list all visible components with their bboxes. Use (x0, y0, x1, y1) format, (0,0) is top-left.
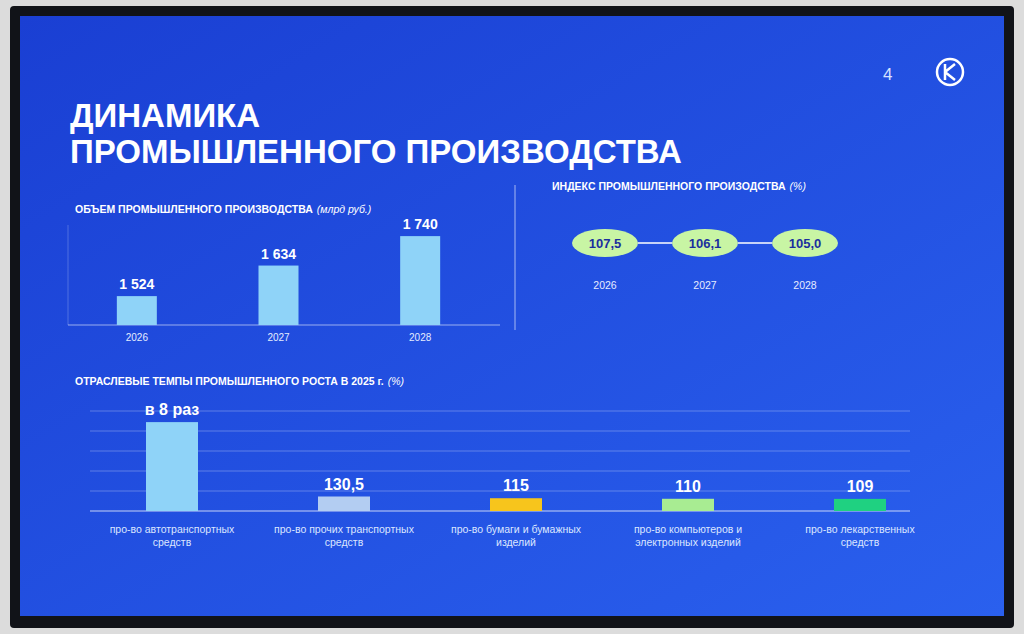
data-label: 105,0 (789, 236, 822, 251)
x-tick-label: 2028 (409, 332, 432, 343)
data-label: 1 524 (119, 276, 154, 292)
data-label: 107,5 (589, 236, 622, 251)
chart-title: ОТРАСЛЕВЫЕ ТЕМПЫ ПРОМЫШЛЕННОГО РОСТА В 2… (75, 375, 404, 387)
bars (117, 236, 440, 325)
data-label: 1 634 (261, 246, 296, 262)
data-label: 1 740 (403, 216, 438, 232)
connector (638, 242, 672, 244)
x-tick-label: про-во компьютеров иэлектронных изделий (634, 523, 742, 548)
x-tick-label-line: про-во прочих транспортных (274, 523, 415, 535)
chart-title: ИНДЕКС ПРОМЫШЛЕННОГО ПРОИЗОДСТВА (%) (552, 180, 806, 192)
x-tick-label-line: 2026 (126, 332, 149, 343)
chart-subtitle: (%) (790, 180, 806, 192)
grid-line (90, 471, 910, 472)
chart-title: ОБЪЕМ ПРОМЫШЛЕННОГО ПРОИЗВОДСТВА (млрд ру… (75, 203, 371, 215)
value-badge (672, 229, 738, 257)
x-tick-label: про-во лекарственныхсредств (805, 523, 915, 548)
logo (937, 59, 963, 85)
chart-title-text: ОТРАСЛЕВЫЕ ТЕМПЫ ПРОМЫШЛЕННОГО РОСТА В 2… (75, 375, 384, 387)
bars (146, 422, 886, 511)
x-tick-label-line: средств (841, 536, 880, 548)
logo-ring (937, 59, 963, 85)
x-tick-label-line: 2028 (409, 332, 432, 343)
slide-title: ПРОМЫШЛЕННОГО ПРОИЗВОДСТВА (70, 133, 682, 170)
grid-line (90, 491, 910, 492)
data-label: в 8 раз (145, 401, 199, 418)
slide-title: ДИНАМИКА (70, 97, 260, 134)
logo-glyph (945, 64, 955, 80)
data-label: 110 (675, 478, 701, 495)
connector (738, 242, 772, 244)
x-tick-label-line: изделий (496, 536, 536, 548)
data-label: 130,5 (324, 476, 364, 493)
x-tick-label: 2028 (793, 279, 817, 291)
data-label: 109 (847, 478, 874, 495)
background (0, 0, 1024, 634)
y-axis-line (68, 225, 69, 325)
chart-title-text: ИНДЕКС ПРОМЫШЛЕННОГО ПРОИЗОДСТВА (552, 180, 786, 192)
slide-photo: 4 ДИНАМИКАПРОМЫШЛЕННОГО ПРОИЗВОДСТВА ОБЪЕМ… (0, 0, 1024, 634)
x-tick-label-line: 2028 (793, 279, 817, 291)
x-tick-label: 2027 (693, 279, 717, 291)
x-tick-label: про-во бумаги и бумажныхизделий (451, 523, 582, 548)
chart-subtitle: (%) (388, 375, 404, 387)
x-tick-label: про-во автотранспортныхсредств (110, 523, 235, 548)
grid-line (90, 431, 910, 432)
x-tick-label-line: средств (325, 536, 364, 548)
screen-bezel (10, 6, 1014, 628)
bar (400, 236, 440, 325)
bar (490, 498, 542, 511)
divider (515, 185, 516, 330)
value-badge (772, 229, 838, 257)
grid-line (90, 451, 910, 452)
data-label: 115 (503, 477, 529, 494)
x-tick-label-line: 2027 (693, 279, 717, 291)
chart-title-text: ОБЪЕМ ПРОМЫШЛЕННОГО ПРОИЗВОДСТВА (75, 203, 313, 215)
bar (662, 499, 714, 511)
chart-subtitle: (млрд руб.) (317, 203, 371, 215)
page-number: 4 (883, 65, 892, 84)
x-tick-label: про-во прочих транспортныхсредств (274, 523, 415, 548)
x-tick-label: 2026 (593, 279, 617, 291)
screen (20, 16, 1004, 616)
x-tick-label-line: про-во лекарственных (805, 523, 915, 535)
x-tick-label-line: 2027 (267, 332, 290, 343)
grid-line (90, 411, 910, 412)
bar (146, 422, 198, 511)
x-tick-label-line: 2026 (593, 279, 617, 291)
x-tick-label-line: средств (153, 536, 192, 548)
x-tick-label-line: про-во компьютеров и (634, 523, 742, 535)
bar (834, 499, 886, 511)
bar (318, 497, 370, 512)
x-tick-label-line: электронных изделий (635, 536, 741, 548)
bar (117, 296, 157, 325)
bar (259, 266, 299, 325)
value-badge (572, 229, 638, 257)
data-label: 106,1 (689, 236, 722, 251)
x-tick-label-line: про-во бумаги и бумажных (451, 523, 582, 535)
x-tick-label: 2027 (267, 332, 290, 343)
x-tick-label: 2026 (126, 332, 149, 343)
x-tick-label-line: про-во автотранспортных (110, 523, 235, 535)
